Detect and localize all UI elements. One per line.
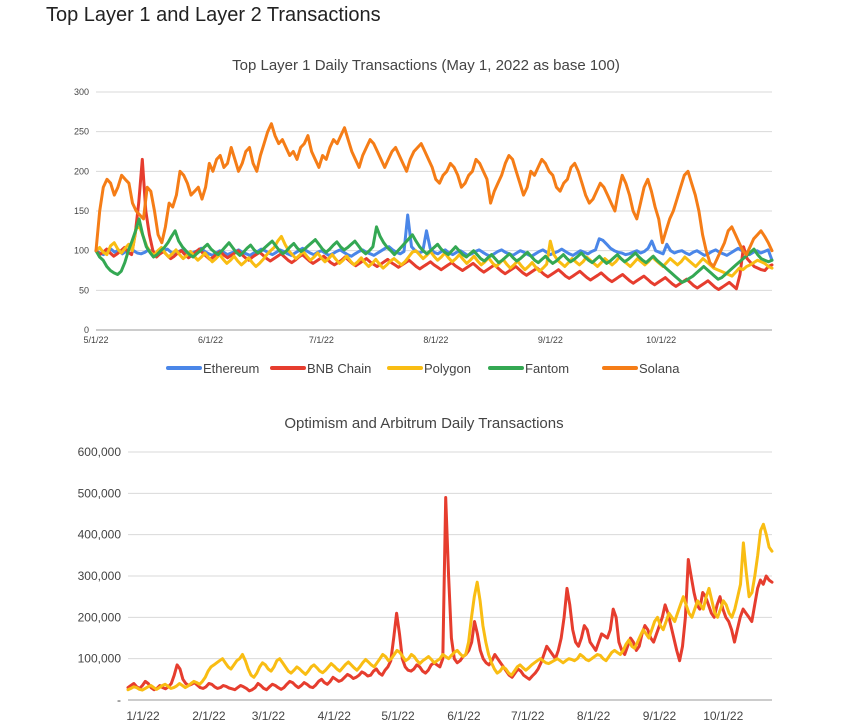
series-line-1 [126,522,774,692]
y-tick-label: 600,000 [78,445,122,459]
page-title: Top Layer 1 and Layer 2 Transactions [46,4,381,26]
x-tick-label: 8/1/22 [423,335,448,345]
x-tick-label: 9/1/22 [538,335,563,345]
series-line-ethereum [94,213,774,262]
x-tick-label: 7/1/22 [309,335,334,345]
y-tick-label: 150 [74,206,89,216]
legend-label: Ethereum [203,361,259,376]
y-tick-label: 0 [84,325,89,335]
x-tick-label: 8/1/22 [577,709,611,723]
y-tick-label: - [117,693,121,707]
chart2-y-ticks: - 100,000 200,000 300,000 400,000 500,000 600,… [78,445,122,707]
y-tick-label: 400,000 [78,528,122,542]
series-line-fantom [94,217,774,284]
series-line-bnb-chain [94,157,774,291]
y-tick-label: 250 [74,127,89,137]
chart1-grid [96,91,772,331]
chart1-y-ticks: 0 50 100 150 200 250 300 [74,87,89,335]
y-tick-label: 200 [74,166,89,176]
y-tick-label: 200,000 [78,610,122,624]
chart1-title: Top Layer 1 Daily Transactions (May 1, 2… [232,57,620,74]
x-tick-label: 7/1/22 [511,709,545,723]
chart2-lines [126,496,774,693]
x-tick-label: 5/1/22 [83,335,108,345]
x-tick-label: 10/1/22 [703,709,743,723]
chart1-lines [94,122,774,291]
x-tick-label: 4/1/22 [318,709,352,723]
y-tick-label: 50 [79,285,89,295]
x-tick-label: 6/1/22 [447,709,481,723]
chart2-x-ticks: 1/1/22 2/1/22 3/1/22 4/1/22 5/1/22 6/1/22 7/1/… [126,709,743,723]
x-tick-label: 10/1/22 [646,335,676,345]
y-tick-label: 100 [74,246,89,256]
legend-label: Solana [639,361,680,376]
y-tick-label: 500,000 [78,486,122,500]
x-tick-label: 2/1/22 [192,709,226,723]
chart1-x-ticks: 5/1/22 6/1/22 7/1/22 8/1/22 9/1/22 10/1/22 [83,335,676,345]
legend-label: Polygon [424,361,471,376]
legend-label: BNB Chain [307,361,371,376]
chart1-legend: Ethereum BNB Chain Polygon Fantom Solana [166,361,680,376]
x-tick-label: 1/1/22 [126,709,160,723]
series-line-0 [126,496,774,693]
x-tick-label: 9/1/22 [643,709,677,723]
series-line-solana [94,122,774,268]
x-tick-label: 5/1/22 [381,709,415,723]
chart2-title: Optimism and Arbitrum Daily Transactions [284,415,563,432]
x-tick-label: 6/1/22 [198,335,223,345]
chart-optimism-arbitrum-daily-transactions: Optimism and Arbitrum Daily Transactions… [78,415,774,723]
y-tick-label: 100,000 [78,652,122,666]
x-tick-label: 3/1/22 [252,709,286,723]
y-tick-label: 300,000 [78,569,122,583]
chart-layer1-daily-transactions: Top Layer 1 Daily Transactions (May 1, 2… [74,57,774,376]
y-tick-label: 300 [74,87,89,97]
legend-label: Fantom [525,361,569,376]
